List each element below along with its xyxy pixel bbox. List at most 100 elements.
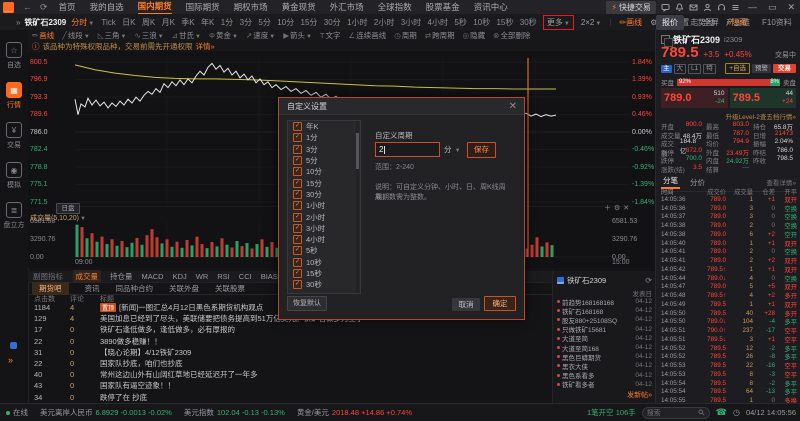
- checkbox-icon[interactable]: ✓: [293, 280, 302, 290]
- nav-item-3[interactable]: 国际期货: [185, 2, 220, 12]
- period-option-年K[interactable]: ✓ 年K: [288, 121, 360, 132]
- period-3分[interactable]: 3分: [239, 17, 253, 27]
- feed-row[interactable]: 黑衣大侠 04-12: [557, 361, 652, 371]
- draw-tool-箭头[interactable]: ▶箭头▼: [283, 30, 312, 41]
- hide-panel-button[interactable]: »隐藏: [726, 17, 748, 27]
- nav-item-5[interactable]: 黄金现货: [281, 2, 316, 12]
- period-3小时[interactable]: 3小时: [400, 17, 422, 27]
- checkbox-icon[interactable]: ✓: [293, 178, 302, 188]
- indicator-tab-CCI[interactable]: CCI: [238, 272, 252, 281]
- checkbox-icon[interactable]: ✓: [293, 223, 302, 233]
- period-30分[interactable]: 30分: [323, 17, 341, 27]
- close-button[interactable]: ✕: [787, 1, 795, 12]
- contract-switch-icon[interactable]: [661, 35, 673, 47]
- new-post-link[interactable]: 发新帖»: [627, 392, 652, 399]
- period-5秒[interactable]: 5秒: [454, 17, 467, 27]
- nav-item-0[interactable]: 首页: [58, 2, 76, 12]
- forum-tab-资讯[interactable]: 资讯: [84, 283, 100, 293]
- trade-button[interactable]: 交易: [773, 64, 796, 73]
- checkbox-icon[interactable]: ✓: [293, 201, 302, 211]
- nav-item-2[interactable]: 国内期货: [137, 0, 172, 15]
- sidebar-item-交易[interactable]: ¥ 交易: [0, 122, 28, 150]
- draw-tool-黄金[interactable]: Φ黄金▼: [209, 30, 238, 41]
- period-10秒[interactable]: 10秒: [473, 17, 491, 27]
- tab-走势图[interactable]: 走势图: [690, 17, 714, 27]
- period-日K[interactable]: 日K: [122, 17, 136, 27]
- refresh-icon[interactable]: ⟳: [40, 1, 48, 12]
- news-row[interactable]: 22 0 3890做多稳赚！！: [28, 336, 552, 347]
- refresh-icon[interactable]: ⟳: [645, 276, 652, 285]
- draw-tool-三角[interactable]: ◺三角▼: [98, 30, 127, 41]
- checkbox-icon[interactable]: ✓: [293, 212, 302, 222]
- draw-tool-周期[interactable]: ◷周期: [394, 30, 417, 41]
- news-row[interactable]: 34 0 跌停了在 抄底: [28, 392, 552, 403]
- indicator-tab-RSI[interactable]: RSI: [217, 272, 230, 281]
- collapse-icon[interactable]: »: [16, 17, 21, 27]
- period-10分[interactable]: 10分: [277, 17, 295, 27]
- draw-tool-连续画线[interactable]: ∠连续画线: [349, 30, 387, 41]
- nav-item-8[interactable]: 股票基金: [425, 2, 460, 12]
- level2-upgrade-link[interactable]: 升级Level-2查五档行情»: [725, 114, 796, 121]
- bid-box[interactable]: 789.0 510 -24: [661, 88, 728, 108]
- period-option-10秒[interactable]: ✓ 10秒: [288, 257, 360, 268]
- bell-icon[interactable]: [675, 2, 684, 12]
- indicator-tab-BIAS[interactable]: BIAS: [260, 272, 278, 281]
- period-option-30分[interactable]: ✓ 30分: [288, 189, 360, 200]
- nav-item-4[interactable]: 期权市场: [233, 2, 268, 12]
- unit-dropdown[interactable]: 分 ▼: [444, 145, 461, 154]
- sidebar-item-模拟[interactable]: ◉ 模拟: [0, 162, 28, 190]
- ask-box[interactable]: 789.5 44 +24: [729, 88, 796, 108]
- phone-icon[interactable]: ☎: [715, 407, 727, 417]
- checkbox-icon[interactable]: ✓: [293, 167, 302, 177]
- feed-row[interactable]: 铁矿看多者 04-12: [557, 380, 652, 389]
- save-button[interactable]: 保存: [467, 142, 496, 158]
- fullscreen-button[interactable]: ⛶全屏: [697, 17, 719, 27]
- checkbox-icon[interactable]: ✓: [293, 257, 302, 267]
- news-row[interactable]: 22 0 国家队抄底，咱们也抄底: [28, 358, 552, 369]
- subchart-controls[interactable]: ＋⚙✕: [604, 205, 633, 212]
- period-30秒[interactable]: 30秒: [519, 17, 537, 27]
- period-option-5秒[interactable]: ✓ 5秒: [288, 245, 360, 256]
- feed-row[interactable]: 大道至简 04-12: [557, 334, 652, 343]
- user-icon[interactable]: [703, 3, 712, 12]
- news-row[interactable]: 17 0 铁矿石逢低做多，逢低做多，必有厚报的: [28, 324, 552, 335]
- checkbox-icon[interactable]: ✓: [293, 144, 302, 154]
- forum-tab-关联股票[interactable]: 关联股票: [215, 283, 245, 293]
- feed-row[interactable]: 大道至简168 04-12: [557, 343, 652, 353]
- nav-item-6[interactable]: 外汇市场: [329, 2, 364, 12]
- tab-报价[interactable]: 报价: [656, 14, 684, 30]
- search-input[interactable]: 搜索: [641, 406, 710, 419]
- sidebar-expand-icon[interactable]: »: [8, 355, 14, 365]
- nav-item-9[interactable]: 资讯中心: [473, 2, 508, 12]
- mail-icon[interactable]: [689, 3, 698, 12]
- sidebar-item-盘立方[interactable]: ≣ 盘立方: [0, 202, 28, 230]
- nav-item-1[interactable]: 我的自选: [89, 2, 124, 12]
- draw-tool-线段[interactable]: ╱线段▼: [62, 30, 89, 41]
- feed-row[interactable]: 铁矿石168168 04-12: [557, 306, 652, 316]
- period-周K[interactable]: 周K: [141, 17, 156, 27]
- period-option-2小时[interactable]: ✓ 2小时: [288, 211, 360, 222]
- checkbox-icon[interactable]: ✓: [293, 133, 302, 143]
- volume-indicator-label[interactable]: 成交量(5,10,20)▼: [30, 215, 86, 222]
- news-row[interactable]: 40 0 常州这边山外有山阔红草地已经延迟开了一年多: [28, 369, 552, 380]
- draw-tool-全部删除[interactable]: ⊗全部删除: [493, 30, 530, 41]
- period-15秒[interactable]: 15秒: [496, 17, 514, 27]
- news-row[interactable]: 129 4 美国加息已经到了尽头，美联储要把债务提高到51万亿美元。铁矿石做多为主了: [28, 313, 552, 324]
- sidebar-item-行情[interactable]: ▦ 行情: [0, 82, 28, 110]
- feed-row[interactable]: 前趋势168168168 04-12: [557, 297, 652, 307]
- maximize-button[interactable]: ▭: [767, 1, 777, 12]
- indicator-tab-MACD[interactable]: MACD: [141, 272, 164, 281]
- menu-list-icon[interactable]: [731, 3, 740, 12]
- confirm-button[interactable]: 确定: [484, 296, 516, 311]
- draw-tool-甘氏[interactable]: ⊿甘氏▼: [172, 30, 201, 41]
- period-option-5分[interactable]: ✓ 5分: [288, 155, 360, 166]
- period-月K[interactable]: 月K: [161, 17, 175, 27]
- tab-price-ladder[interactable]: 分价: [690, 177, 705, 187]
- view-detail-link[interactable]: 查看详情»: [766, 180, 796, 187]
- tab-产业链[interactable]: 产业链: [726, 17, 750, 27]
- headset-icon[interactable]: [717, 3, 726, 12]
- grid-layout-dropdown[interactable]: 2×2▼: [580, 17, 602, 27]
- draw-tool-文字[interactable]: T文字: [320, 30, 341, 41]
- checkbox-icon[interactable]: ✓: [293, 246, 302, 256]
- feed-row[interactable]: 黑色巨蟒期货 04-12: [557, 352, 652, 362]
